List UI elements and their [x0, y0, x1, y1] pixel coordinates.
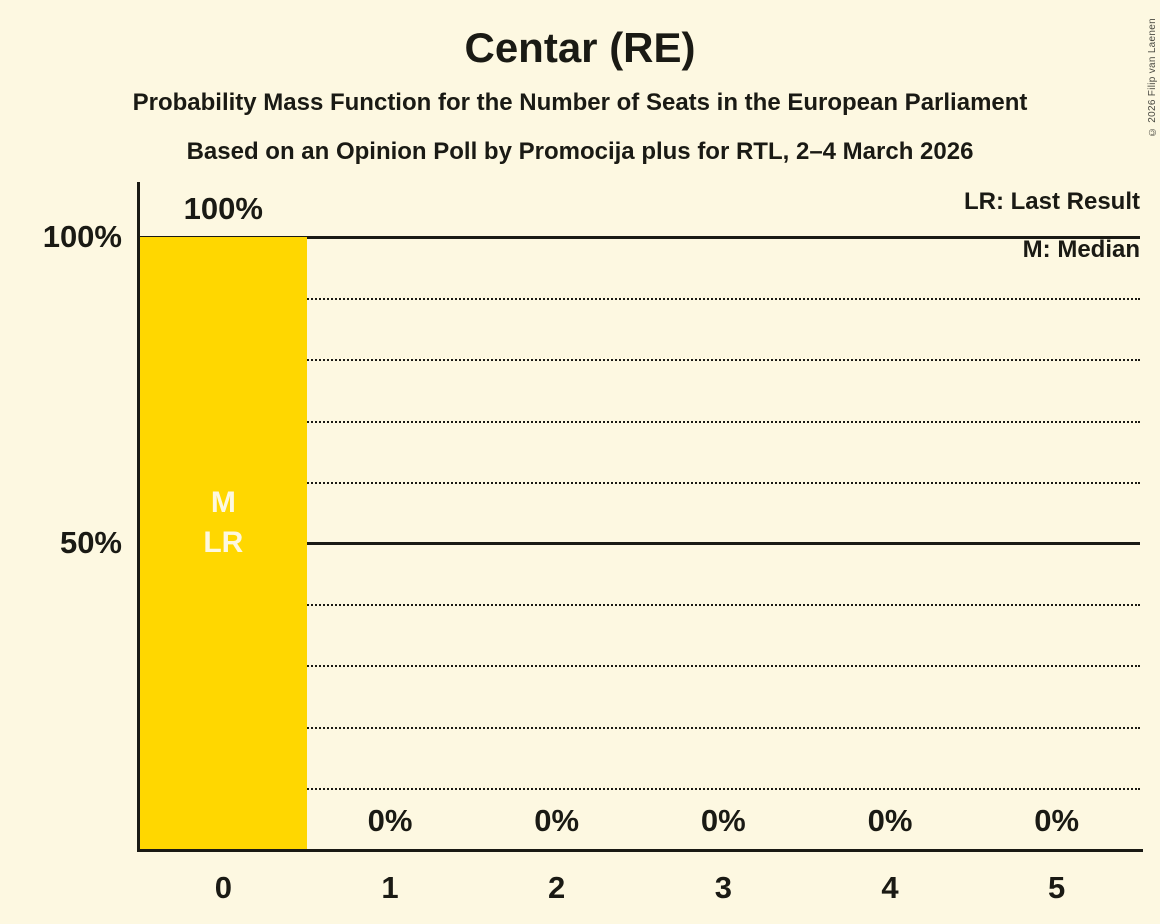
- x-tick-label: 2: [548, 870, 566, 905]
- gridline-dotted: [140, 726, 1140, 729]
- gridline-dotted: [140, 298, 1140, 301]
- gridline-dotted: [140, 420, 1140, 423]
- x-tick-label: 4: [881, 870, 899, 905]
- y-tick-label: 50%: [59, 525, 122, 560]
- chart-subtitle: Probability Mass Function for the Number…: [132, 89, 1028, 116]
- bar-value-label: 0%: [700, 803, 746, 838]
- bar-annotation-line: LR: [203, 526, 244, 559]
- x-tick-label: 0: [214, 870, 232, 905]
- bar-annotation-label: M LR: [140, 468, 307, 578]
- gridline-dotted: [140, 481, 1140, 484]
- gridline-solid: [140, 236, 1140, 239]
- gridline-dotted: [140, 359, 1140, 362]
- x-tick-label: 5: [1048, 870, 1066, 905]
- bar-value-label: 0%: [1034, 803, 1080, 838]
- y-tick-label: 100%: [42, 219, 122, 254]
- bar-annotation-line: M: [210, 486, 236, 519]
- gridline-dotted: [140, 787, 1140, 790]
- x-tick-label: 3: [714, 870, 732, 905]
- chart-legend: LR: Last Result M: Median: [964, 178, 1140, 274]
- bar-value-label: 0%: [534, 803, 580, 838]
- gridline-solid: [140, 542, 1140, 545]
- chart-poll-info: Based on an Opinion Poll by Promocija pl…: [186, 138, 974, 165]
- x-tick-label: 1: [381, 870, 399, 905]
- legend-median-label: M: Median: [1022, 236, 1140, 263]
- plot-area: 100% 50% 100% M LR 0 0% 1 0% 2 0% 3 0% 4 0% 5: [43, 182, 1143, 905]
- bar-value-label: 0%: [867, 803, 913, 838]
- gridline-dotted: [140, 665, 1140, 668]
- legend-last-result-label: LR: Last Result: [963, 188, 1140, 215]
- bar: [140, 237, 307, 849]
- chart-title: Centar (RE): [464, 24, 696, 71]
- x-axis-line: [137, 849, 1143, 852]
- bar-value-label: 0%: [367, 803, 413, 838]
- y-axis-line: [137, 182, 140, 852]
- gridline-dotted: [140, 604, 1140, 607]
- bar-value-label: 100%: [183, 191, 263, 226]
